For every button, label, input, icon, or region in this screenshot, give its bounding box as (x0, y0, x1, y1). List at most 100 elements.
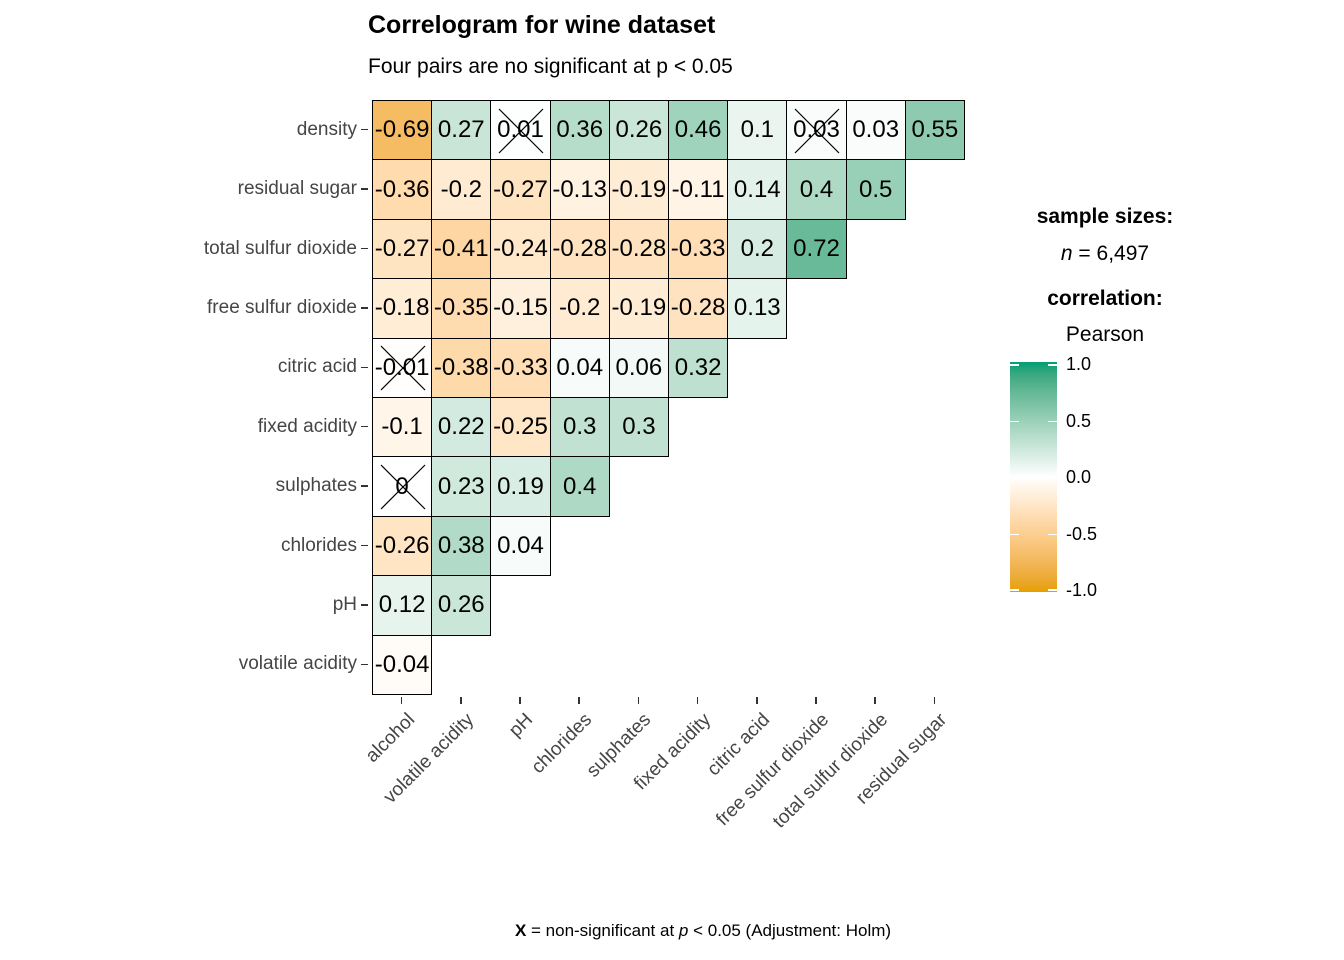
matrix-cell: 0.26 (608, 100, 669, 161)
matrix-cell: 0.13 (727, 278, 788, 339)
cell-value: -0.13 (552, 175, 608, 203)
cell-value: -0.2 (440, 175, 482, 203)
cell-value: -0.28 (670, 294, 726, 322)
matrix-cell: -0.01 (372, 337, 433, 398)
cell-value: -0.24 (493, 234, 548, 262)
x-axis-tick (815, 697, 817, 704)
cell-value: -0.27 (493, 175, 548, 203)
cell-value: -0.1 (381, 413, 423, 441)
x-axis-tick (756, 697, 758, 704)
y-axis-label: pH (332, 593, 357, 615)
matrix-cell: 0.72 (786, 218, 847, 280)
cell-value: -0.36 (374, 175, 430, 203)
matrix-cell: 0.46 (668, 100, 729, 161)
cell-value: 0.4 (563, 472, 597, 500)
matrix-cell: -0.27 (490, 159, 551, 220)
legend-method-label: Pearson (1065, 323, 1145, 346)
cell-value: 0.4 (799, 175, 834, 203)
matrix-cell: 0.1 (727, 100, 788, 161)
cell-value: 0.19 (497, 472, 544, 500)
caption-x-symbol: X (514, 921, 527, 940)
cell-value: 0.2 (740, 234, 774, 262)
matrix-cell: -0.28 (608, 218, 669, 280)
matrix-cell: 0.32 (668, 337, 729, 398)
colorbar-tick-label: 0.0 (1066, 467, 1092, 487)
matrix-cell: -0.24 (490, 218, 551, 280)
x-axis-label: volatile acidity (379, 709, 478, 808)
y-axis-tick (361, 425, 368, 428)
x-axis-label: citric acid (703, 709, 774, 781)
y-axis-tick (361, 366, 368, 369)
cell-value: 0.3 (622, 413, 656, 441)
matrix-cell: -0.2 (549, 278, 610, 339)
cell-value: 0.23 (437, 472, 485, 500)
matrix-cell: 0.22 (431, 397, 492, 458)
x-axis-tick (696, 697, 699, 704)
matrix-cell: -0.13 (549, 159, 610, 220)
nonsig-cross-icon (794, 108, 840, 154)
cell-value: 0 (395, 472, 409, 500)
matrix-cell: -0.04 (372, 634, 433, 695)
matrix-cell: 0.3 (549, 397, 610, 458)
caption-p-symbol: p (678, 921, 689, 940)
cell-value: 0.01 (497, 116, 544, 144)
matrix-cell: 0.2 (727, 218, 788, 280)
matrix-cell: 0.01 (490, 100, 551, 161)
cell-value: -0.33 (493, 353, 548, 381)
cell-value: 0.55 (911, 116, 959, 144)
cell-value: -0.2 (559, 294, 601, 322)
chart-title: Correlogram for wine dataset (368, 11, 716, 39)
x-axis-tick (400, 697, 403, 704)
y-axis-label: fixed acidity (257, 415, 357, 437)
matrix-cell: -0.2 (431, 159, 492, 220)
nonsig-cross-icon (380, 345, 426, 391)
cell-value: -0.19 (611, 294, 667, 322)
matrix-cell: -0.38 (431, 337, 492, 398)
x-axis-label: pH (505, 709, 538, 742)
cell-value: 0.13 (733, 294, 781, 322)
cell-value: 0.12 (378, 591, 426, 619)
x-axis-tick (874, 697, 876, 704)
y-axis-label: residual sugar (237, 178, 357, 200)
cell-value: -0.26 (374, 531, 430, 559)
correlation-matrix: -0.69 0.27 0.01 0.36 0.26 0.46 0.1 0.03 0.03 0.55… (372, 100, 965, 695)
cell-value: -0.25 (493, 413, 548, 441)
cell-value: -0.38 (433, 353, 489, 381)
matrix-cell: 0.19 (490, 456, 551, 517)
cell-value: -0.04 (374, 650, 430, 678)
colorbar-tick-label: 0.5 (1066, 410, 1092, 431)
y-axis-label: chlorides (280, 534, 357, 556)
matrix-cell: 0.04 (549, 337, 610, 398)
cell-value: 0.03 (852, 116, 900, 144)
cell-value: -0.41 (433, 234, 489, 262)
y-axis-label: citric acid (277, 356, 357, 378)
colorbar-gradient (1010, 362, 1057, 592)
cell-value: -0.15 (493, 294, 548, 322)
x-axis-label: chlorides (527, 709, 597, 778)
x-axis-label: total sulfur dioxide (769, 709, 893, 833)
matrix-cell: 0.4 (786, 159, 847, 220)
cell-value: -0.19 (611, 175, 667, 203)
matrix-cell: -0.11 (668, 159, 729, 220)
x-axis-tick (933, 697, 936, 704)
caption-text-mid: = non-significant at (526, 921, 679, 940)
y-axis-label: density (296, 118, 357, 140)
matrix-cell: 0.36 (549, 100, 610, 161)
cell-value: 0.06 (615, 353, 663, 381)
caption-text-end: < 0.05 (Adjustment: Holm) (688, 921, 892, 940)
x-axis-label: fixed acidity (629, 709, 715, 795)
caption: X = non-significant at p < 0.05 (Adjustm… (373, 921, 1033, 941)
matrix-cell: 0.04 (490, 515, 551, 577)
matrix-cell: 0.14 (727, 159, 788, 220)
matrix-cell: -0.25 (490, 397, 551, 458)
cell-value: -0.69 (374, 116, 430, 144)
cell-value: -0.35 (433, 294, 489, 322)
y-axis-tick (361, 247, 368, 250)
cell-value: -0.18 (374, 294, 430, 322)
matrix-cell: -0.28 (668, 278, 729, 339)
matrix-cell: 0.03 (786, 100, 847, 161)
matrix-cell: -0.18 (372, 278, 433, 339)
legend-correlation-heading: correlation: (1047, 287, 1163, 310)
x-axis-label: residual sugar (852, 709, 952, 809)
